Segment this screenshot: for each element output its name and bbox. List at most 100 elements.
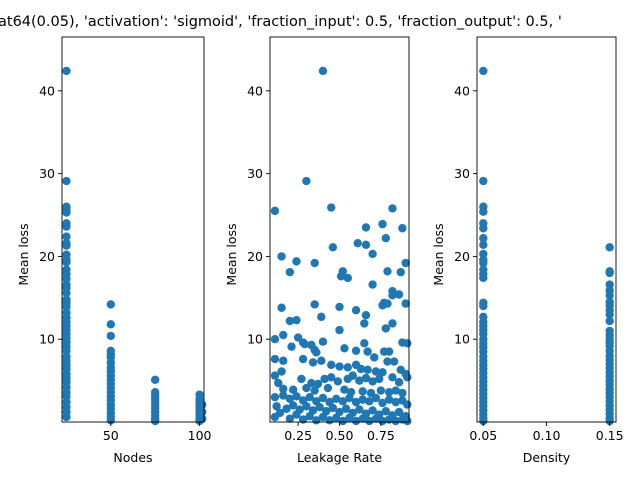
data-point xyxy=(335,302,344,312)
data-point xyxy=(323,383,333,393)
data-point xyxy=(277,252,286,261)
data-point xyxy=(62,302,71,312)
data-point xyxy=(62,66,71,76)
data-point xyxy=(368,377,377,386)
data-point xyxy=(279,356,288,365)
data-point xyxy=(371,393,381,403)
data-point xyxy=(343,273,352,283)
data-point xyxy=(605,316,614,326)
data-point xyxy=(282,404,291,413)
data-point xyxy=(328,243,338,252)
data-point xyxy=(363,365,372,375)
x-axis-label: Density xyxy=(523,450,571,465)
data-point xyxy=(345,393,354,403)
data-point xyxy=(338,416,348,426)
data-point xyxy=(388,291,397,300)
x-tick-label: 0.75 xyxy=(367,428,395,443)
data-point xyxy=(275,408,285,418)
data-point xyxy=(358,414,367,423)
y-axis-label: Mean loss xyxy=(431,223,446,285)
data-point xyxy=(479,224,488,233)
data-point xyxy=(288,401,298,410)
data-point xyxy=(305,392,314,402)
y-tick-label: 40 xyxy=(247,83,263,98)
data-point xyxy=(605,280,614,289)
data-point xyxy=(62,208,71,217)
data-point xyxy=(403,416,412,426)
data-point xyxy=(353,238,362,248)
data-point xyxy=(288,385,298,394)
subplot-2: 10 20 30 40 0.25 0.50 0.75 Leakage Rate Mean los… xyxy=(224,36,412,465)
data-point xyxy=(605,268,614,278)
data-point xyxy=(351,416,361,426)
data-point xyxy=(391,416,400,426)
data-point xyxy=(355,376,364,385)
data-point xyxy=(106,320,116,329)
data-point xyxy=(62,232,71,241)
data-point xyxy=(62,274,71,283)
data-point xyxy=(327,373,336,382)
data-point xyxy=(383,267,392,276)
data-point xyxy=(378,368,387,377)
data-point xyxy=(401,258,410,268)
data-point xyxy=(335,325,344,335)
data-point xyxy=(331,394,341,404)
data-point xyxy=(383,299,392,308)
y-tick-label: 40 xyxy=(39,83,55,98)
scatter-series xyxy=(270,66,412,426)
data-point xyxy=(308,358,318,367)
data-point xyxy=(62,288,71,298)
data-point xyxy=(285,316,295,326)
data-point xyxy=(327,360,336,370)
data-point xyxy=(388,319,397,328)
data-point xyxy=(479,258,488,268)
x-tick-label: 100 xyxy=(188,428,212,443)
data-point xyxy=(381,407,391,416)
data-point xyxy=(398,388,407,398)
data-point xyxy=(310,386,319,395)
data-point xyxy=(277,367,286,376)
data-point xyxy=(305,412,314,421)
data-point xyxy=(479,240,488,250)
subplot-3: 10 20 30 40 0.05 0.10 0.15 Density Mean loss xyxy=(431,36,624,465)
data-point xyxy=(62,241,71,250)
data-point xyxy=(605,310,614,319)
data-point xyxy=(340,344,349,353)
data-point xyxy=(361,240,371,250)
data-point xyxy=(391,386,400,395)
data-point xyxy=(302,176,311,186)
data-point xyxy=(292,257,301,266)
data-point xyxy=(62,412,71,422)
data-point xyxy=(365,397,374,406)
data-point xyxy=(317,312,326,322)
data-point xyxy=(106,331,116,341)
data-point xyxy=(384,347,394,356)
data-point xyxy=(198,400,207,409)
data-point xyxy=(479,66,488,76)
data-point xyxy=(388,373,397,382)
y-tick-label: 30 xyxy=(454,166,470,181)
data-point xyxy=(62,258,71,267)
data-point xyxy=(62,392,71,401)
data-point xyxy=(345,413,354,423)
data-point xyxy=(403,339,412,348)
data-point xyxy=(394,378,404,387)
chart-title: at64(0.05), 'activation': 'sigmoid', 'fr… xyxy=(0,14,562,30)
data-point xyxy=(394,290,404,299)
data-point xyxy=(605,243,614,252)
data-point xyxy=(368,249,377,259)
data-point xyxy=(384,395,394,404)
data-point xyxy=(298,354,308,364)
data-point xyxy=(368,280,377,289)
data-point xyxy=(279,384,288,394)
data-point xyxy=(378,398,387,408)
axes-frame xyxy=(476,36,617,423)
data-point xyxy=(327,203,336,212)
y-tick-label: 10 xyxy=(39,332,55,347)
scatter-series xyxy=(479,66,614,426)
data-point xyxy=(381,324,391,333)
data-point xyxy=(479,233,488,243)
data-point xyxy=(340,385,349,394)
data-point xyxy=(318,66,328,76)
data-point xyxy=(356,364,366,374)
